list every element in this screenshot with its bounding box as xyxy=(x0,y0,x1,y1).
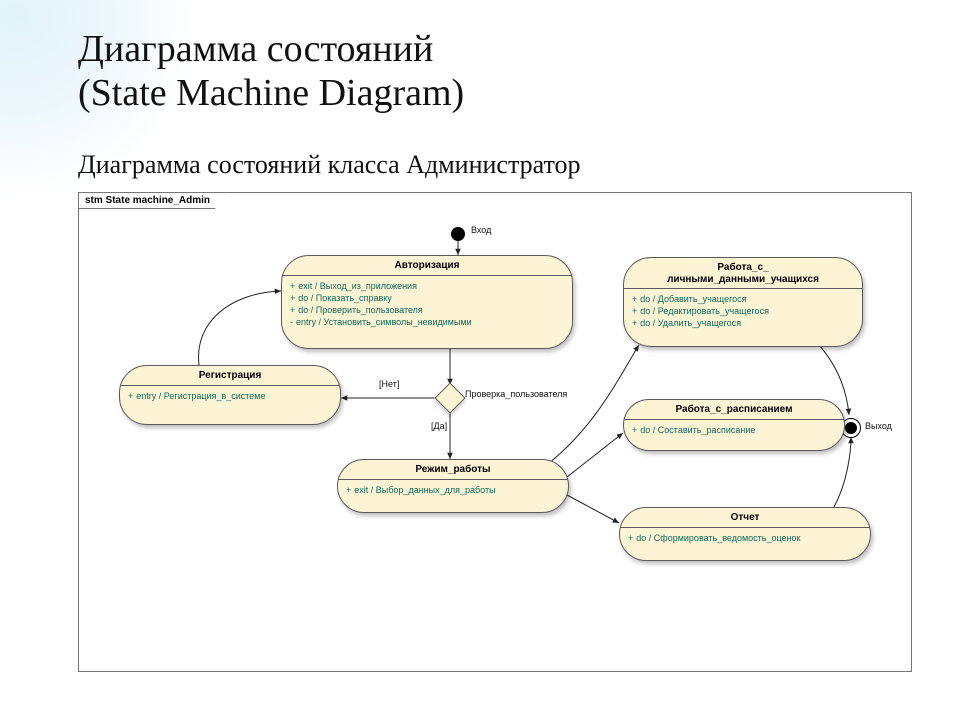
state-registration: Регистрация +entry / Регистрация_в_систе… xyxy=(119,365,341,425)
state-action-row: +do / Составить_расписание xyxy=(632,424,836,436)
action-name: Показать_справку xyxy=(316,293,392,303)
state-action-row: +entry / Регистрация_в_системе xyxy=(128,390,332,402)
state-body: +do / Составить_расписание xyxy=(624,420,844,442)
state-action-row: +do / Редактировать_учащегося xyxy=(632,305,854,317)
title-line: Работа_с_ xyxy=(717,262,768,273)
state-action-row: +do / Показать_справку xyxy=(290,292,564,304)
frame-tag: stm State machine_Admin xyxy=(78,192,225,209)
action-name: Составить_расписание xyxy=(658,425,756,435)
state-title: Регистрация xyxy=(120,366,340,386)
state-action-row: +do / Сформировать_ведомость_оценок xyxy=(628,532,862,544)
action-name: Выбор_данных_для_работы xyxy=(376,485,496,495)
label-check-user: Проверка_пользователя xyxy=(465,389,567,399)
label-entry: Вход xyxy=(471,225,491,235)
state-authorization: Авторизация +exit / Выход_из_приложения+… xyxy=(281,255,573,349)
title-line-2: (State Machine Diagram) xyxy=(78,72,464,114)
action-keyword: do xyxy=(298,293,308,303)
decision-node xyxy=(434,382,465,413)
state-action-row: +do / Удалить_учащегося xyxy=(632,317,854,329)
action-keyword: do xyxy=(636,533,646,543)
state-work-mode: Режим_работы +exit / Выбор_данных_для_ра… xyxy=(337,459,569,513)
visibility-marker: + xyxy=(290,305,295,315)
state-personal-data: Работа_с_ личными_данными_учащихся +do /… xyxy=(623,257,863,347)
label-guard-yes: [Да] xyxy=(431,421,447,431)
state-body: +do / Сформировать_ведомость_оценок xyxy=(620,528,870,550)
visibility-marker: + xyxy=(632,306,637,316)
title-line: личными_данными_учащихся xyxy=(667,274,819,285)
visibility-marker: + xyxy=(632,294,637,304)
label-guard-no: [Нет] xyxy=(379,379,399,389)
state-body: +exit / Выход_из_приложения+do / Показат… xyxy=(282,276,572,335)
visibility-marker: + xyxy=(628,533,633,543)
state-title: Работа_с_ личными_данными_учащихся xyxy=(624,258,862,289)
state-action-row: +do / Проверить_пользователя xyxy=(290,304,564,316)
visibility-marker: + xyxy=(346,485,351,495)
action-name: Редактировать_учащегося xyxy=(658,306,769,316)
visibility-marker: + xyxy=(290,281,295,291)
state-body: +do / Добавить_учащегося+do / Редактиров… xyxy=(624,289,862,335)
visibility-marker: + xyxy=(128,391,133,401)
visibility-marker: + xyxy=(632,425,637,435)
visibility-marker: + xyxy=(290,293,295,303)
initial-node xyxy=(451,227,465,241)
state-title: Авторизация xyxy=(282,256,572,276)
title-line-1: Диаграмма состояний xyxy=(78,28,433,70)
visibility-marker: + xyxy=(632,318,637,328)
state-title: Отчет xyxy=(620,508,870,528)
state-title: Работа_с_расписанием xyxy=(624,400,844,420)
state-action-row: -entry / Установить_символы_невидимыми xyxy=(290,316,564,328)
state-body: +exit / Выбор_данных_для_работы xyxy=(338,480,568,502)
visibility-marker: - xyxy=(290,317,293,327)
action-name: Добавить_учащегося xyxy=(658,294,747,304)
state-body: +entry / Регистрация_в_системе xyxy=(120,386,340,408)
action-keyword: do xyxy=(640,318,650,328)
action-keyword: do xyxy=(640,294,650,304)
slide-subtitle: Диаграмма состояний класса Администратор xyxy=(78,150,581,180)
state-title: Режим_работы xyxy=(338,460,568,480)
action-keyword: exit xyxy=(298,281,312,291)
state-action-row: +exit / Выход_из_приложения xyxy=(290,280,564,292)
label-exit: Выход xyxy=(865,421,892,431)
action-name: Удалить_учащегося xyxy=(658,318,741,328)
action-keyword: exit xyxy=(354,485,368,495)
action-keyword: entry xyxy=(296,317,316,327)
action-name: Регистрация_в_системе xyxy=(164,391,266,401)
state-diagram-frame: stm State machine_Admin xyxy=(78,192,912,672)
state-schedule: Работа_с_расписанием +do / Составить_рас… xyxy=(623,399,845,451)
action-name: Выход_из_приложения xyxy=(320,281,417,291)
action-keyword: do xyxy=(640,425,650,435)
state-report: Отчет +do / Сформировать_ведомость_оцено… xyxy=(619,507,871,561)
action-name: Сформировать_ведомость_оценок xyxy=(654,533,801,543)
action-name: Проверить_пользователя xyxy=(316,305,423,315)
action-keyword: do xyxy=(640,306,650,316)
state-action-row: +do / Добавить_учащегося xyxy=(632,293,854,305)
action-name: Установить_символы_невидимыми xyxy=(324,317,472,327)
action-keyword: do xyxy=(298,305,308,315)
action-keyword: entry xyxy=(136,391,156,401)
slide-title: Диаграмма состояний (State Machine Diagr… xyxy=(78,28,464,115)
state-action-row: +exit / Выбор_данных_для_работы xyxy=(346,484,560,496)
